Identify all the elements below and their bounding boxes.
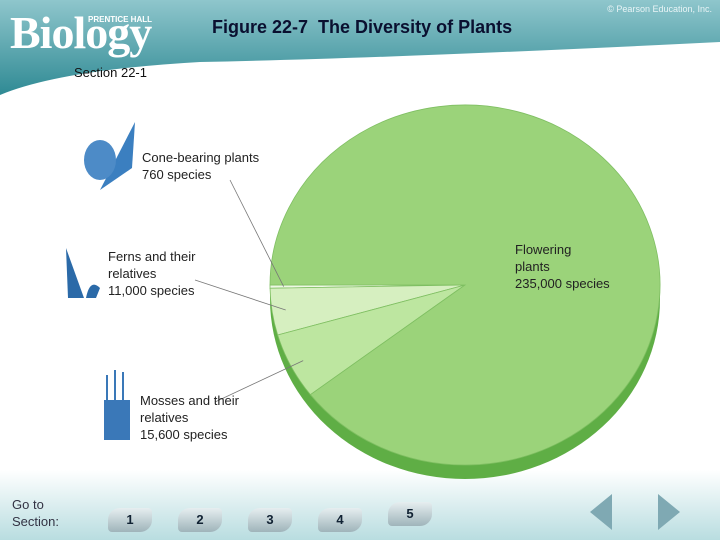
section-button[interactable]: 4 — [318, 508, 362, 532]
title: Figure 22-7 The Diversity of Plants — [212, 17, 513, 37]
value-label: 235,000 species — [515, 276, 610, 291]
nav-label: Go to Section: — [12, 497, 59, 529]
section-button[interactable]: 3 — [248, 508, 292, 532]
category-label: Ferns and their relatives — [108, 249, 196, 281]
value-label: 760 species — [142, 167, 212, 182]
pie-slice — [269, 104, 661, 466]
category-label: Flowering plants — [515, 242, 572, 274]
value-label: 15,600 species — [140, 427, 228, 442]
slice-label: Ferns and their relatives 11,000 species — [108, 248, 208, 299]
moss-icon — [104, 370, 130, 440]
category-label: Mosses and their relatives — [140, 393, 239, 425]
publisher: PRENTICE HALL — [88, 15, 152, 24]
header-band — [0, 0, 720, 95]
next-arrow[interactable] — [658, 494, 680, 530]
category-label: Cone-bearing plants — [142, 150, 260, 165]
section-button[interactable]: 5 — [388, 502, 432, 526]
slice-label: Flowering plants 235,000 species — [515, 241, 610, 292]
subtitle: Section 22-1 — [74, 65, 147, 80]
fern-icon — [66, 248, 100, 298]
value-label: 11,000 species — [108, 283, 195, 298]
leader-line — [214, 360, 304, 403]
logo: Biology — [10, 7, 152, 58]
section-button[interactable]: 1 — [108, 508, 152, 532]
slice-label: Mosses and their relatives 15,600 species — [140, 392, 240, 443]
cone-icon — [84, 122, 135, 190]
section-button[interactable]: 2 — [178, 508, 222, 532]
copyright: © Pearson Education, Inc. — [607, 4, 712, 14]
slice-label: Cone-bearing plants 760 species — [142, 149, 282, 183]
prev-arrow[interactable] — [590, 494, 612, 530]
leader-line — [229, 179, 285, 287]
leader-line — [194, 279, 286, 311]
